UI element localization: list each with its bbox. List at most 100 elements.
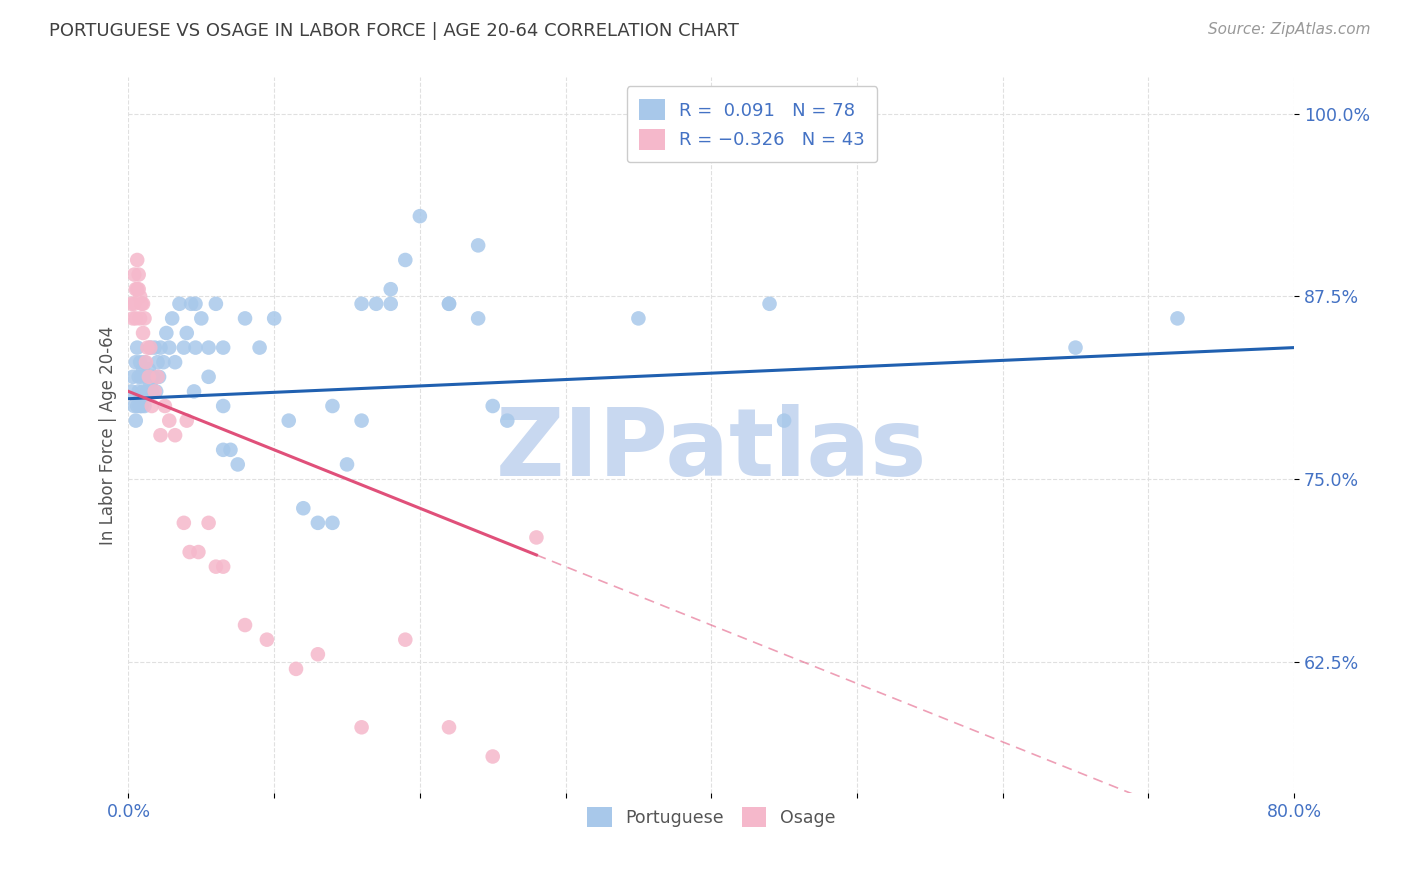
- Point: [180, 297, 202, 311]
- Point: [212, 442, 235, 457]
- Point: [350, 414, 373, 428]
- Point: [285, 662, 308, 676]
- Point: [233, 311, 256, 326]
- Point: [120, 297, 142, 311]
- Point: [437, 720, 460, 734]
- Point: [176, 326, 198, 340]
- Point: [141, 399, 163, 413]
- Point: [437, 297, 460, 311]
- Point: [124, 268, 146, 282]
- Point: [233, 618, 256, 632]
- Point: [127, 252, 149, 267]
- Point: [131, 369, 153, 384]
- Point: [125, 414, 148, 428]
- Point: [197, 341, 219, 355]
- Point: [380, 297, 402, 311]
- Point: [131, 297, 153, 311]
- Point: [627, 311, 650, 326]
- Point: [146, 355, 169, 369]
- Point: [409, 209, 432, 223]
- Point: [142, 369, 165, 384]
- Point: [183, 384, 205, 399]
- Point: [138, 362, 160, 376]
- Point: [263, 311, 285, 326]
- Point: [128, 282, 150, 296]
- Point: [148, 369, 170, 384]
- Point: [139, 341, 162, 355]
- Point: [205, 297, 228, 311]
- Point: [132, 297, 155, 311]
- Point: [143, 384, 166, 399]
- Point: [128, 369, 150, 384]
- Point: [336, 458, 359, 472]
- Point: [125, 355, 148, 369]
- Point: [380, 282, 402, 296]
- Point: [152, 355, 174, 369]
- Point: [135, 355, 157, 369]
- Point: [496, 414, 519, 428]
- Point: [467, 238, 489, 252]
- Point: [127, 399, 149, 413]
- Point: [132, 384, 155, 399]
- Point: [307, 516, 329, 530]
- Point: [149, 341, 172, 355]
- Point: [139, 341, 162, 355]
- Legend: Portuguese, Osage: Portuguese, Osage: [581, 800, 842, 834]
- Text: ZIPatlas: ZIPatlas: [495, 403, 927, 496]
- Point: [481, 749, 503, 764]
- Point: [134, 399, 156, 413]
- Point: [173, 341, 195, 355]
- Point: [256, 632, 278, 647]
- Point: [205, 559, 228, 574]
- Point: [129, 289, 152, 303]
- Point: [467, 311, 489, 326]
- Point: [157, 414, 180, 428]
- Point: [219, 442, 242, 457]
- Point: [773, 414, 796, 428]
- Point: [145, 384, 167, 399]
- Point: [139, 377, 162, 392]
- Point: [121, 369, 143, 384]
- Point: [134, 355, 156, 369]
- Point: [129, 399, 152, 413]
- Point: [758, 297, 780, 311]
- Point: [155, 326, 177, 340]
- Point: [321, 516, 343, 530]
- Point: [526, 531, 548, 545]
- Point: [132, 362, 155, 376]
- Point: [173, 516, 195, 530]
- Point: [125, 311, 148, 326]
- Point: [135, 369, 157, 384]
- Point: [277, 414, 299, 428]
- Point: [212, 341, 235, 355]
- Point: [212, 559, 235, 574]
- Text: PORTUGUESE VS OSAGE IN LABOR FORCE | AGE 20-64 CORRELATION CHART: PORTUGUESE VS OSAGE IN LABOR FORCE | AGE…: [49, 22, 740, 40]
- Point: [157, 341, 180, 355]
- Point: [1166, 311, 1188, 326]
- Point: [125, 282, 148, 296]
- Point: [169, 297, 191, 311]
- Point: [481, 399, 503, 413]
- Point: [197, 516, 219, 530]
- Point: [187, 545, 209, 559]
- Point: [143, 341, 166, 355]
- Point: [120, 384, 142, 399]
- Point: [134, 311, 156, 326]
- Point: [124, 399, 146, 413]
- Point: [437, 297, 460, 311]
- Point: [131, 399, 153, 413]
- Point: [190, 311, 212, 326]
- Point: [179, 545, 201, 559]
- Point: [127, 282, 149, 296]
- Point: [149, 428, 172, 442]
- Point: [129, 355, 152, 369]
- Point: [249, 341, 271, 355]
- Point: [350, 720, 373, 734]
- Point: [153, 399, 176, 413]
- Point: [226, 458, 249, 472]
- Point: [197, 369, 219, 384]
- Point: [787, 107, 810, 121]
- Text: Source: ZipAtlas.com: Source: ZipAtlas.com: [1208, 22, 1371, 37]
- Y-axis label: In Labor Force | Age 20-64: In Labor Force | Age 20-64: [100, 326, 117, 545]
- Point: [394, 632, 416, 647]
